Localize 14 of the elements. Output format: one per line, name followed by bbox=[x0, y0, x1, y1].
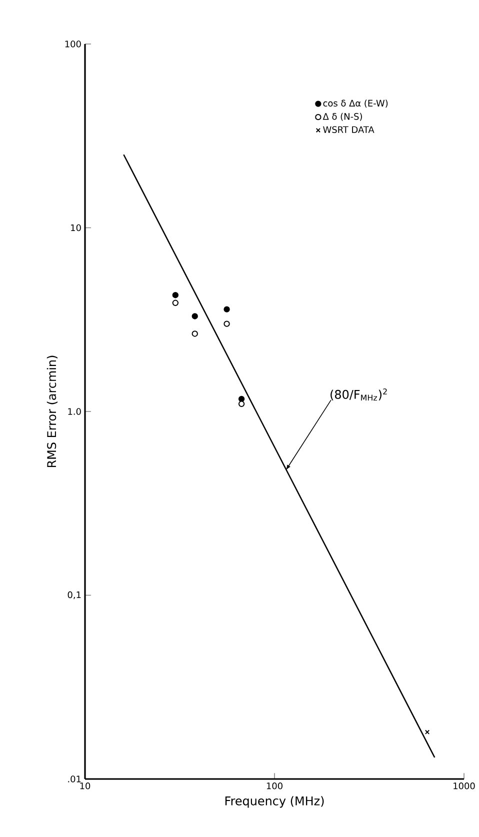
x-tick-label: 1000 bbox=[454, 782, 475, 790]
y-tick-label: .01 bbox=[68, 776, 81, 782]
x-tick-label: 10 bbox=[80, 782, 90, 790]
y-tick-label: 1.0 bbox=[68, 408, 81, 415]
y-tick-label: 0,1 bbox=[68, 591, 81, 600]
x-tick-label: 100 bbox=[266, 782, 282, 790]
y-tick-label: 10 bbox=[71, 224, 81, 232]
x-axis-title: Frequency (MHz) bbox=[225, 796, 324, 808]
legend-label: WSRT DATA bbox=[323, 126, 374, 133]
y-tick-label: 100 bbox=[65, 40, 81, 48]
legend-label: cos δ Δα (E-W) bbox=[323, 100, 388, 108]
y-axis-title: RMS Error (arcmin) bbox=[46, 356, 58, 468]
annotation: (80/F$_{MHz}$)$^{2}$ bbox=[330, 388, 387, 401]
legend-label: Δ δ (N-S) bbox=[322, 112, 362, 121]
